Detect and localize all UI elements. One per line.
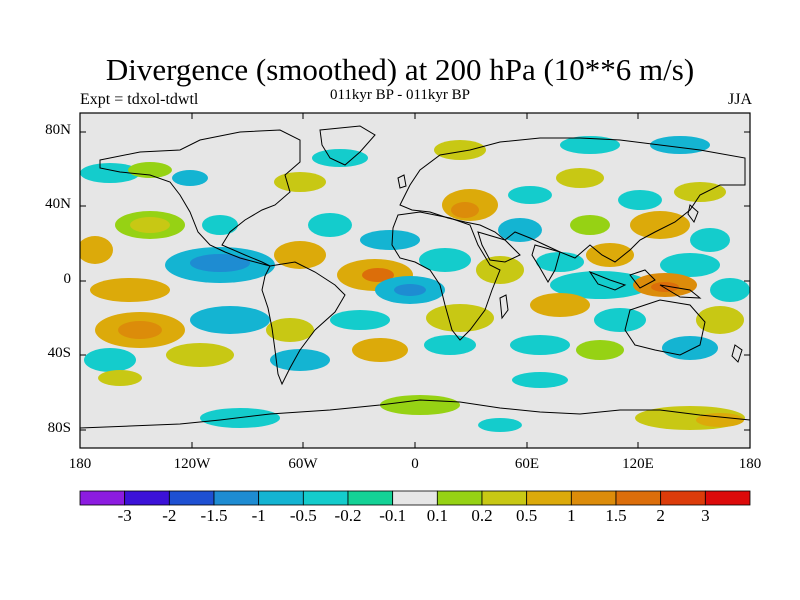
lat-tick-label: 40S (47, 345, 71, 361)
lon-tick-label: 120W (173, 456, 211, 472)
lon-tick-label: 180 (738, 456, 762, 472)
colorbar-swatch (481, 490, 528, 506)
colorbar-label: 3 (701, 506, 710, 525)
colorbar-swatch (704, 490, 751, 506)
colorbar-label: 0.5 (516, 506, 538, 525)
colorbar-swatch (526, 490, 572, 506)
colorbar-swatch (213, 490, 260, 506)
colorbar-label: 2 (656, 506, 665, 525)
colorbar-label: 1.5 (605, 506, 627, 525)
divergence-field (80, 136, 750, 432)
lon-tick-label: 0 (411, 456, 419, 472)
lat-tick-label: 80N (45, 122, 71, 138)
colorbar-swatch (436, 490, 483, 506)
lat-tick-label: 0 (63, 271, 72, 287)
colorbar-swatch (79, 490, 126, 506)
colorbar-swatch (615, 490, 662, 506)
colorbar-label: 0.2 (471, 506, 493, 525)
colorbar-label: -0.2 (334, 506, 362, 525)
colorbar-label: -0.1 (379, 506, 407, 525)
colorbar-label: -0.5 (289, 506, 317, 525)
lon-tick-label: 60W (288, 456, 318, 472)
plot-title: Divergence (smoothed) at 200 hPa (10**6 … (105, 52, 695, 87)
colorbar-swatch (570, 490, 617, 506)
colorbar-swatch (168, 490, 215, 506)
lat-tick-label: 40N (45, 196, 71, 212)
colorbar-swatch (392, 490, 438, 506)
colorbar-label: -1 (251, 506, 266, 525)
colorbar-swatch (347, 490, 394, 506)
colorbar-label: -2 (162, 506, 177, 525)
lon-tick-label: 120E (622, 456, 654, 472)
lon-tick-label: 180 (68, 456, 92, 472)
colorbar-swatch (660, 490, 706, 506)
colorbar-label: -1.5 (200, 506, 228, 525)
colorbar-swatch (258, 490, 304, 506)
experiment-label: Expt = tdxol-tdwtl (80, 91, 199, 108)
colorbar-swatch (302, 490, 349, 506)
lon-tick-label: 60E (514, 456, 540, 472)
coastlines (80, 125, 750, 429)
colorbar-swatch (124, 490, 170, 506)
map-ticks (79, 113, 751, 448)
period-label: 011kyr BP - 011kyr BP (329, 87, 470, 103)
lat-tick-label: 80S (47, 420, 71, 436)
colorbar-label: 0.1 (426, 506, 448, 525)
season-label: JJA (727, 91, 752, 108)
colorbar-label: -3 (117, 506, 132, 525)
colorbar-label: 1 (567, 506, 576, 525)
